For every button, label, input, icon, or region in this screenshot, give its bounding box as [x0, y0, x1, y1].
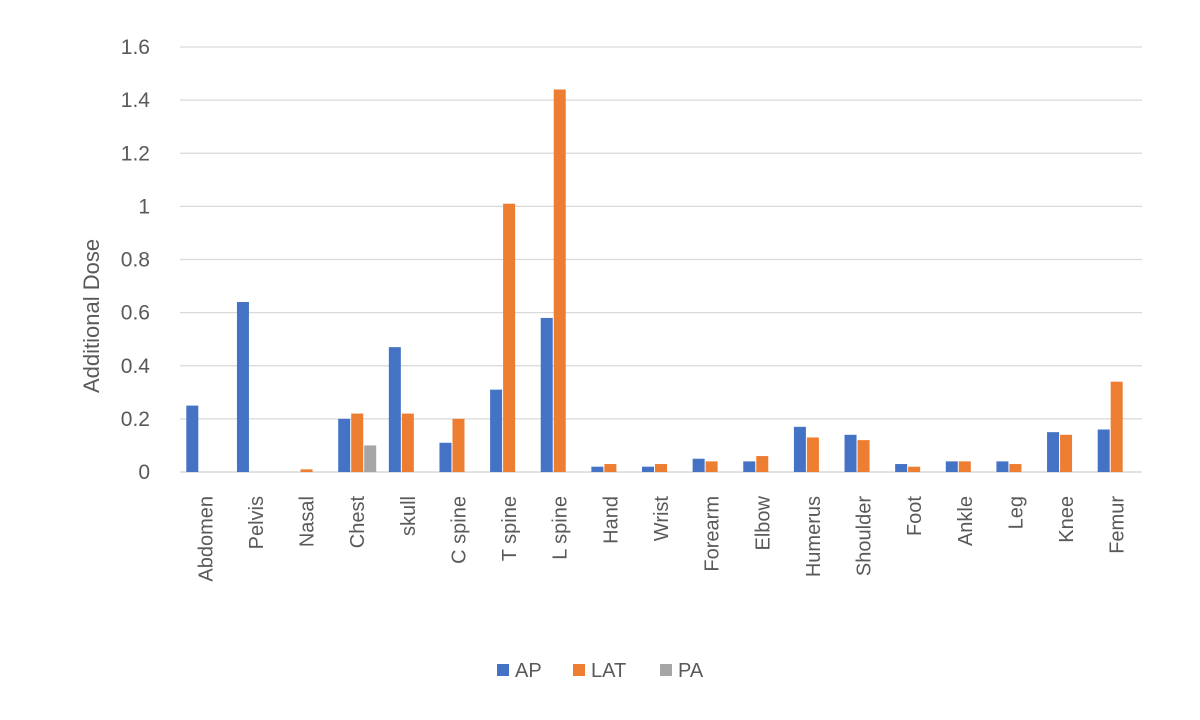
x-tick-label: L spine	[550, 496, 572, 560]
bar-ap-skull	[388, 347, 401, 472]
bar-ap-ankle	[945, 461, 958, 472]
bar-ap-wrist	[642, 466, 654, 472]
x-tick-label: Femur	[1107, 496, 1129, 554]
bar-lat-foot	[908, 466, 921, 472]
x-tick-label: Pelvis	[246, 496, 268, 549]
legend-swatch-pa	[660, 664, 672, 676]
x-tick-label: Nasal	[297, 496, 319, 547]
x-tick-label: Humerus	[803, 496, 825, 577]
bar-ap-c-spine	[439, 442, 452, 472]
y-tick-label: 1	[138, 195, 150, 218]
x-tick-label: Foot	[904, 496, 926, 536]
x-tick-label: Forearm	[702, 496, 724, 572]
bar-lat-forearm	[705, 461, 718, 472]
bar-ap-abdomen	[186, 405, 199, 472]
x-tick-label: Knee	[1056, 496, 1078, 543]
bar-ap-knee	[1047, 432, 1060, 472]
x-tick-label: Ankle	[955, 496, 977, 546]
bar-lat-shoulder	[857, 440, 870, 472]
bar-lat-elbow	[756, 456, 769, 472]
x-tick-label: Elbow	[752, 495, 774, 550]
bar-lat-c-spine	[452, 418, 465, 472]
bar-ap-shoulder	[844, 434, 857, 472]
bar-ap-chest	[338, 418, 351, 472]
y-tick-label: 1.2	[121, 142, 150, 165]
x-tick-label: T spine	[499, 496, 521, 561]
y-tick-label: 0.4	[121, 355, 151, 378]
bar-lat-l-spine	[553, 89, 566, 472]
bar-lat-knee	[1060, 434, 1073, 472]
bar-lat-chest	[351, 413, 364, 472]
legend-label-pa: PA	[678, 660, 704, 682]
bar-lat-femur	[1110, 381, 1123, 472]
x-tick-label: skull	[398, 496, 420, 536]
gridlines	[180, 46, 1142, 473]
bar-lat-t-spine	[503, 203, 516, 472]
y-tick-label: 0.8	[121, 249, 150, 272]
y-tick-label: 1.4	[121, 89, 151, 112]
bar-ap-elbow	[743, 461, 756, 472]
bar-lat-humerus	[806, 437, 819, 472]
bar-lat-skull	[401, 413, 414, 472]
x-tick-label: Wrist	[651, 496, 673, 542]
legend-label-ap: AP	[515, 660, 542, 682]
x-tick-label: Abdomen	[195, 496, 217, 582]
y-axis-ticks: 0 0.2 0.4 0.6 0.8 1 1.2 1.4 1.6	[121, 36, 151, 484]
y-tick-label: 0.2	[121, 408, 150, 431]
x-tick-label: Shoulder	[854, 496, 876, 576]
y-tick-label: 0.6	[121, 302, 150, 325]
legend-swatch-ap	[497, 664, 509, 676]
x-tick-label: C spine	[448, 496, 470, 564]
bar-lat-wrist	[655, 464, 667, 472]
bar-lat-hand	[604, 464, 617, 472]
bar-ap-hand	[591, 466, 604, 472]
bar-ap-l-spine	[540, 317, 553, 472]
bar-lat-leg	[1009, 464, 1022, 472]
bar-ap-foot	[895, 464, 908, 472]
bar-lat-nasal	[300, 469, 313, 472]
legend-label-lat: LAT	[591, 660, 626, 682]
y-tick-label: 1.6	[121, 36, 150, 59]
x-axis-ticks: Abdomen Pelvis Nasal Chest skull C spine T spi…	[195, 495, 1128, 581]
bar-ap-pelvis	[236, 302, 249, 472]
bar-ap-leg	[996, 461, 1009, 472]
bar-lat-ankle	[958, 461, 971, 472]
bar-pa-chest	[364, 445, 377, 472]
x-tick-label: Hand	[600, 496, 622, 544]
legend: AP LAT PA	[497, 660, 704, 682]
bar-ap-humerus	[793, 426, 806, 472]
x-tick-label: Leg	[1005, 496, 1027, 529]
bar-ap-femur	[1097, 429, 1110, 472]
legend-swatch-lat	[573, 664, 585, 676]
y-axis-title: Additional Dose	[79, 239, 104, 393]
x-tick-label: Chest	[347, 496, 369, 549]
bar-ap-forearm	[692, 458, 705, 472]
bars	[186, 89, 1123, 472]
y-tick-label: 0	[138, 461, 150, 484]
bar-ap-t-spine	[490, 389, 503, 472]
